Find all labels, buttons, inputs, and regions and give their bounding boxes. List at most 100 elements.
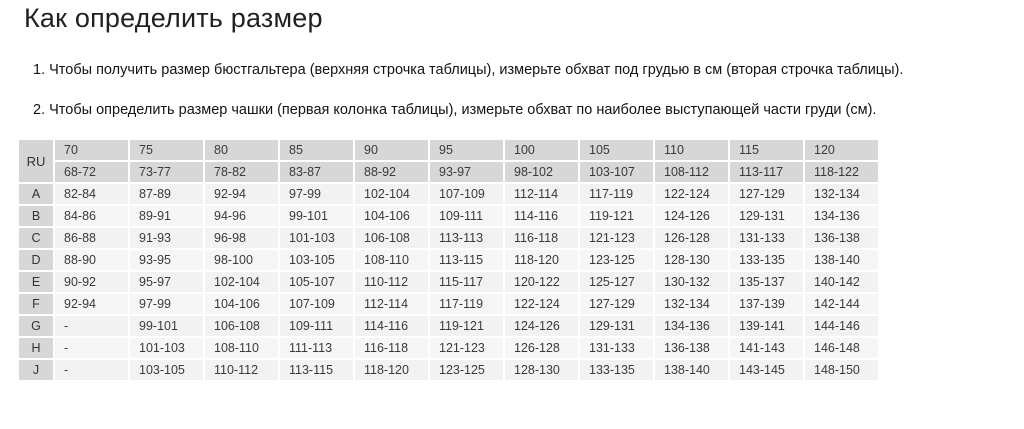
- size-range-cell: 118-120: [355, 360, 428, 380]
- size-range-cell: 102-104: [205, 272, 278, 292]
- band-size-cell: 120: [805, 140, 878, 160]
- cup-row-G: G -99-101 106-108 109-111 114-116 119-121 124-…: [19, 316, 878, 336]
- size-range-cell: 93-95: [130, 250, 203, 270]
- size-range-cell: 129-131: [730, 206, 803, 226]
- size-range-cell: 123-125: [430, 360, 503, 380]
- size-range-cell: 122-124: [505, 294, 578, 314]
- size-range-cell: 132-134: [655, 294, 728, 314]
- size-range-cell: 112-114: [505, 184, 578, 204]
- size-range-cell: 133-135: [730, 250, 803, 270]
- band-size-cell: 115: [730, 140, 803, 160]
- size-range-cell: 131-133: [730, 228, 803, 248]
- size-range-cell: -: [55, 338, 128, 358]
- underbust-row: 68-72 73-77 78-82 83-87 88-92 93-97 98-102 103-…: [19, 162, 878, 182]
- size-range-cell: 121-123: [580, 228, 653, 248]
- cup-letter-cell: F: [19, 294, 53, 314]
- size-range-cell: 137-139: [730, 294, 803, 314]
- size-range-cell: 124-126: [655, 206, 728, 226]
- size-range-cell: 136-138: [655, 338, 728, 358]
- size-range-cell: 131-133: [580, 338, 653, 358]
- band-size-cell: 105: [580, 140, 653, 160]
- size-range-cell: 110-112: [355, 272, 428, 292]
- size-table-header: RU 70 75 80 85 90 95 100 105 110 115 120 68-72 73-7…: [19, 140, 878, 182]
- size-range-cell: 92-94: [205, 184, 278, 204]
- size-range-cell: 138-140: [805, 250, 878, 270]
- ru-corner-label: RU: [19, 140, 53, 182]
- size-range-cell: 142-144: [805, 294, 878, 314]
- size-range-cell: 143-145: [730, 360, 803, 380]
- band-size-cell: 110: [655, 140, 728, 160]
- cup-letter-cell: G: [19, 316, 53, 336]
- underbust-range-cell: 118-122: [805, 162, 878, 182]
- size-range-cell: 121-123: [430, 338, 503, 358]
- size-range-cell: 122-124: [655, 184, 728, 204]
- size-range-cell: 88-90: [55, 250, 128, 270]
- size-range-cell: 135-137: [730, 272, 803, 292]
- size-range-cell: 99-101: [280, 206, 353, 226]
- size-range-cell: 98-100: [205, 250, 278, 270]
- size-range-cell: 95-97: [130, 272, 203, 292]
- size-range-cell: 117-119: [430, 294, 503, 314]
- size-range-cell: 134-136: [805, 206, 878, 226]
- underbust-range-cell: 73-77: [130, 162, 203, 182]
- cup-letter-cell: D: [19, 250, 53, 270]
- cup-row-E: E 90-92 95-97 102-104 105-107 110-112 115-117 1…: [19, 272, 878, 292]
- size-range-cell: 114-116: [355, 316, 428, 336]
- size-range-cell: 133-135: [580, 360, 653, 380]
- size-range-cell: 140-142: [805, 272, 878, 292]
- size-range-cell: 116-118: [355, 338, 428, 358]
- cup-row-J: J -103-105 110-112 113-115 118-120 123-125 128…: [19, 360, 878, 380]
- size-range-cell: 127-129: [580, 294, 653, 314]
- cup-row-H: H -101-103 108-110 111-113 116-118 121-123 126…: [19, 338, 878, 358]
- size-range-cell: 138-140: [655, 360, 728, 380]
- instruction-band-size: 1. Чтобы получить размер бюстгальтера (в…: [33, 62, 904, 78]
- cup-row-A: A 82-84 87-89 92-94 97-99 102-104 107-109 112-1…: [19, 184, 878, 204]
- size-range-cell: 117-119: [580, 184, 653, 204]
- band-size-cell: 95: [430, 140, 503, 160]
- size-range-cell: 126-128: [655, 228, 728, 248]
- underbust-range-cell: 88-92: [355, 162, 428, 182]
- size-range-cell: 124-126: [505, 316, 578, 336]
- size-range-cell: 102-104: [355, 184, 428, 204]
- cup-row-B: B 84-86 89-91 94-96 99-101 104-106 109-111 114-…: [19, 206, 878, 226]
- size-range-cell: 101-103: [280, 228, 353, 248]
- size-range-cell: 120-122: [505, 272, 578, 292]
- band-size-cell: 70: [55, 140, 128, 160]
- cup-row-C: C 86-88 91-93 96-98 101-103 106-108 113-113 116…: [19, 228, 878, 248]
- page-title: Как определить размер: [24, 3, 323, 33]
- size-range-cell: 105-107: [280, 272, 353, 292]
- size-range-cell: 113-115: [430, 250, 503, 270]
- cup-letter-cell: J: [19, 360, 53, 380]
- size-range-cell: 111-113: [280, 338, 353, 358]
- size-table-body: A 82-84 87-89 92-94 97-99 102-104 107-109 112-1…: [19, 184, 878, 380]
- size-range-cell: 108-110: [355, 250, 428, 270]
- cup-letter-cell: H: [19, 338, 53, 358]
- size-range-cell: 90-92: [55, 272, 128, 292]
- size-range-cell: 94-96: [205, 206, 278, 226]
- band-size-cell: 80: [205, 140, 278, 160]
- size-range-cell: 146-148: [805, 338, 878, 358]
- size-range-cell: 109-111: [280, 316, 353, 336]
- band-size-cell: 85: [280, 140, 353, 160]
- size-range-cell: 87-89: [130, 184, 203, 204]
- underbust-range-cell: 113-117: [730, 162, 803, 182]
- cup-letter-cell: A: [19, 184, 53, 204]
- size-range-cell: 119-121: [580, 206, 653, 226]
- size-range-cell: 119-121: [430, 316, 503, 336]
- size-range-cell: 106-108: [205, 316, 278, 336]
- size-range-cell: 99-101: [130, 316, 203, 336]
- size-range-cell: 123-125: [580, 250, 653, 270]
- underbust-range-cell: 83-87: [280, 162, 353, 182]
- size-range-cell: -: [55, 316, 128, 336]
- size-range-cell: 128-130: [505, 360, 578, 380]
- size-range-cell: 116-118: [505, 228, 578, 248]
- underbust-range-cell: 98-102: [505, 162, 578, 182]
- size-range-cell: 104-106: [205, 294, 278, 314]
- size-range-cell: 91-93: [130, 228, 203, 248]
- band-size-cell: 100: [505, 140, 578, 160]
- size-range-cell: 144-146: [805, 316, 878, 336]
- size-range-cell: 97-99: [280, 184, 353, 204]
- size-range-cell: 141-143: [730, 338, 803, 358]
- size-range-cell: 126-128: [505, 338, 578, 358]
- size-range-cell: 115-117: [430, 272, 503, 292]
